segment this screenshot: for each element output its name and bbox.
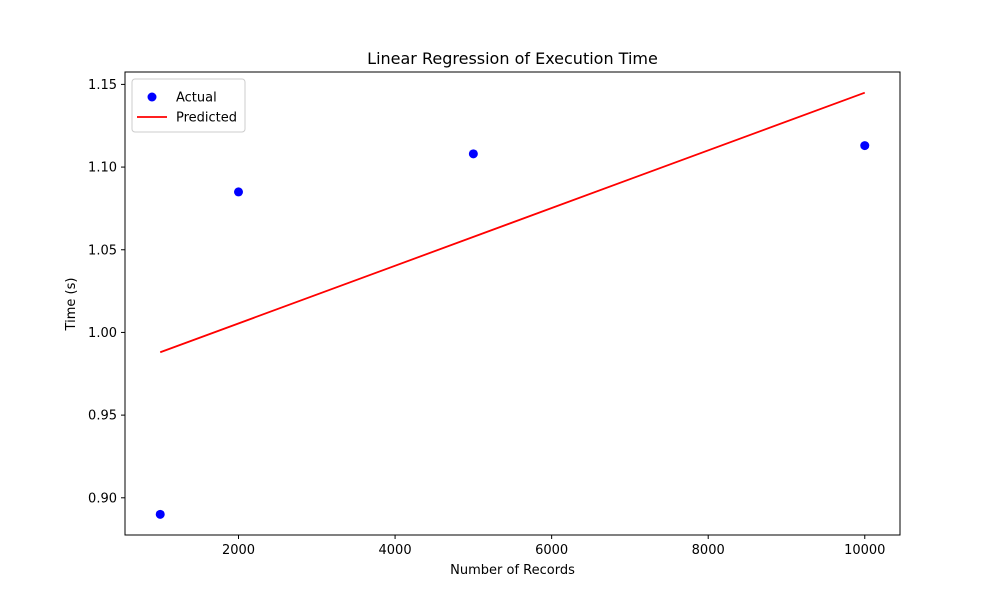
series-line-predicted [159, 91, 866, 354]
x-tick-label: 6000 [535, 543, 568, 558]
x-tick-label: 2000 [222, 543, 255, 558]
legend-box [131, 78, 246, 133]
x-axis: 2000 4000 6000 8000 10000 [222, 535, 885, 558]
legend-marker-actual [147, 92, 157, 102]
chart-title: Linear Regression of Execution Time [367, 49, 658, 68]
y-tick-label: 1.00 [88, 326, 117, 341]
plot-area [155, 91, 870, 519]
y-axis-label: Time (s) [64, 278, 79, 332]
y-tick-label: 0.95 [88, 409, 117, 424]
x-tick-label: 10000 [844, 543, 885, 558]
scatter-point-actual [860, 141, 870, 151]
y-tick-label: 1.15 [88, 78, 117, 93]
x-tick-label: 4000 [379, 543, 412, 558]
x-tick-label: 8000 [692, 543, 725, 558]
y-tick-label: 0.90 [88, 491, 117, 506]
plot-frame [124, 71, 901, 536]
legend-label-actual: Actual [176, 91, 217, 106]
x-axis-label: Number of Records [450, 563, 575, 578]
y-tick-label: 1.10 [88, 161, 117, 176]
legend: Actual Predicted [131, 78, 246, 133]
y-axis: 0.90 0.95 1.00 1.05 1.10 1.15 [88, 78, 125, 506]
scatter-point-actual [155, 509, 165, 519]
legend-label-predicted: Predicted [176, 111, 237, 126]
y-tick-label: 1.05 [88, 243, 117, 258]
scatter-point-actual [234, 187, 244, 197]
scatter-point-actual [468, 149, 478, 159]
